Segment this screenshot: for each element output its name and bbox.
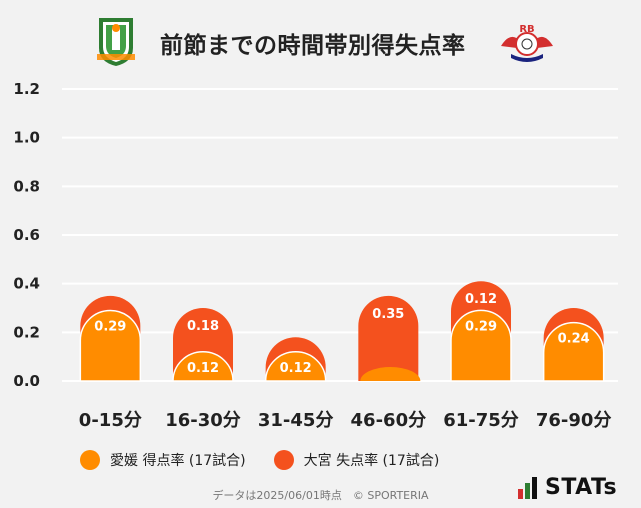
category-label: 46-60分 [351, 410, 427, 431]
value-label-ehime: 0.12 [187, 361, 219, 376]
category-label: 31-45分 [258, 410, 334, 431]
bar-ehime-3 [360, 367, 421, 381]
value-label-omiya: 0.12 [465, 292, 497, 307]
rb-logo-text: RB [519, 24, 534, 35]
legend-dot-omiya [273, 450, 294, 470]
bars [79, 281, 605, 382]
footer-credit: データは2025/06/01時点 © SPORTERIA [212, 489, 429, 502]
y-tick-label: 0.8 [13, 177, 40, 195]
y-tick-label: 0.4 [13, 275, 40, 293]
stats-logo-icon [518, 476, 539, 499]
category-label: 61-75分 [443, 410, 519, 431]
legend-item-omiya: 大宮 失点率 (17試合) [273, 450, 440, 470]
y-tick-label: 1.0 [13, 129, 40, 147]
value-label-omiya: 0.35 [372, 307, 404, 322]
legend-label-omiya: 大宮 失点率 (17試合) [303, 453, 440, 469]
bar-ehime-4 [450, 309, 512, 382]
legend-item-ehime: 愛媛 得点率 (17試合) [80, 450, 246, 470]
value-label-ehime: 0.29 [94, 319, 126, 334]
y-tick-label: 0.0 [13, 372, 40, 390]
legend: 愛媛 得点率 (17試合) 大宮 失点率 (17試合) [80, 450, 467, 470]
bar-ehime-1 [172, 351, 234, 382]
y-tick-label: 0.6 [13, 226, 40, 244]
category-label: 16-30分 [165, 410, 241, 431]
value-label-ehime: 0.29 [465, 319, 497, 334]
chart-title: 前節までの時間帯別得失点率 [160, 33, 466, 59]
value-label-ehime: 0.12 [280, 361, 312, 376]
bar-ehime-5 [542, 321, 605, 382]
bar-ehime-2 [264, 351, 327, 382]
y-tick-label: 1.2 [13, 80, 40, 98]
legend-dot-ehime [80, 450, 100, 470]
rb-omiya-crest-icon: RB [501, 24, 553, 62]
bar-ehime-0 [79, 309, 142, 382]
category-labels: 0-15分 16-30分 31-45分 46-60分 61-75分 76-90分 [79, 410, 612, 431]
value-label-omiya: 0.18 [187, 319, 219, 334]
stats-brand-text: STATs [545, 475, 618, 500]
bar-omiya-3 [358, 295, 419, 381]
y-axis-ticks: 0.0 0.2 0.4 0.6 0.8 1.0 1.2 [13, 80, 40, 390]
legend-label-ehime: 愛媛 得点率 (17試合) [110, 453, 246, 469]
ehime-crest-icon [97, 18, 135, 66]
y-tick-label: 0.2 [13, 323, 40, 341]
stats-brand: STATs [518, 475, 617, 500]
grid-lines [62, 88, 618, 382]
value-label-ehime: 0.24 [558, 332, 590, 347]
category-label: 76-90分 [536, 410, 612, 431]
category-label: 0-15分 [79, 410, 142, 431]
value-labels: 0.29 0.12 0.18 0.12 0.35 0.29 0.12 0.24 [94, 292, 589, 376]
